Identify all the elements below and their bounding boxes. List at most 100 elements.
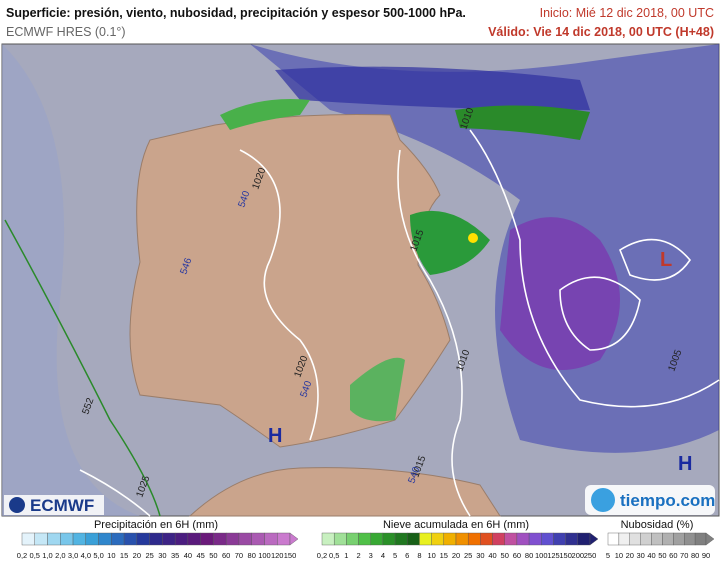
- legend-label: 2: [356, 551, 360, 560]
- legend-label: 5,0: [93, 551, 103, 560]
- legend-label: 80: [691, 551, 699, 560]
- legend-swatch: [34, 532, 48, 546]
- legend-label: 40: [647, 551, 655, 560]
- legend-label: 50: [501, 551, 509, 560]
- legend-label: 25: [145, 551, 153, 560]
- logo-ecmwf: ECMWF: [30, 496, 94, 515]
- legend-label: 250: [584, 551, 597, 560]
- legend-label: 3,0: [68, 551, 78, 560]
- legend-swatch: [565, 532, 579, 546]
- legend-swatch: [174, 532, 189, 546]
- legend-swatch: [419, 532, 432, 546]
- legend-label: 120: [271, 551, 284, 560]
- valid-time: Válido: Vie 14 dic 2018, 00 UTC (H+48): [488, 25, 714, 39]
- legend-swatch: [149, 532, 163, 546]
- legend-label: 40: [488, 551, 496, 560]
- legend-swatch: [98, 532, 112, 546]
- legend-label: 40: [184, 551, 192, 560]
- logo-bg: [585, 485, 715, 515]
- legend-label: 1,0: [42, 551, 52, 560]
- map: [1, 43, 720, 517]
- legend-swatch: [264, 532, 278, 546]
- legend-swatch: [162, 532, 176, 546]
- legend-label: 4: [381, 551, 385, 560]
- legend-swatch: [640, 532, 652, 546]
- legend-label: 80: [525, 551, 533, 560]
- legend-swatch: [47, 532, 61, 546]
- legend-label: 5: [393, 551, 397, 560]
- model: ECMWF HRES (0.1°): [6, 25, 126, 39]
- legend-label: 10: [427, 551, 435, 560]
- legend-label: 0,5: [329, 551, 339, 560]
- title: Superficie: presión, viento, nubosidad, …: [6, 6, 466, 20]
- legend-swatch: [443, 532, 457, 546]
- pressure-center: L: [660, 249, 672, 271]
- legend-label: 6: [405, 551, 409, 560]
- legend-swatch: [200, 532, 214, 546]
- legend-swatch: [528, 532, 542, 546]
- legend-swatch: [431, 532, 445, 546]
- legend-swatch: [85, 532, 99, 546]
- legend-label: 30: [476, 551, 484, 560]
- legend-label: 80: [248, 551, 256, 560]
- legend-label: 0,2: [317, 551, 327, 560]
- legend-label: 20: [626, 551, 634, 560]
- legend-label: 10: [107, 551, 115, 560]
- legend-swatch: [607, 532, 620, 546]
- legend-label: 4,0: [81, 551, 91, 560]
- legend-label: 60: [513, 551, 521, 560]
- legend-swatch: [382, 532, 396, 546]
- legend-swatch: [321, 532, 335, 546]
- legend-label: 0,5: [30, 551, 40, 560]
- legend-swatch: [577, 532, 591, 546]
- legend-swatch: [553, 532, 566, 546]
- legend-arrow: [289, 532, 299, 546]
- legend-label: 60: [669, 551, 677, 560]
- legend-label: 150: [284, 551, 297, 560]
- legend-label: 30: [636, 551, 644, 560]
- legend-arrow: [705, 532, 715, 546]
- legend-label: 10: [615, 551, 623, 560]
- legend-label: 150: [559, 551, 572, 560]
- legend-swatch: [346, 532, 359, 546]
- legend-label: 15: [120, 551, 128, 560]
- legend-label: 45: [196, 551, 204, 560]
- legend-swatch: [238, 532, 252, 546]
- legend-swatch: [504, 532, 518, 546]
- legend-swatch: [123, 532, 138, 546]
- legend-label: 100: [535, 551, 548, 560]
- legend-label: 0,2: [17, 551, 27, 560]
- legend-label: 60: [222, 551, 230, 560]
- legend-label: 5: [606, 551, 610, 560]
- logo-tiempo: tiempo.com: [620, 491, 715, 510]
- logo-icon: [9, 497, 25, 513]
- legend-title: Nieve acumulada en 6H (mm): [383, 519, 529, 531]
- legend-swatch: [277, 532, 291, 546]
- legend-swatch: [72, 532, 87, 546]
- iberia: [129, 113, 451, 448]
- legend-swatch: [673, 532, 685, 546]
- logo-icon: [591, 488, 615, 512]
- legend-swatch: [516, 532, 530, 546]
- legend-swatch: [358, 532, 371, 546]
- legend-label: 100: [258, 551, 271, 560]
- legend-label: 25: [464, 551, 472, 560]
- legend-label: 30: [158, 551, 166, 560]
- legend-arrow: [589, 532, 599, 546]
- logo-bg: [4, 495, 104, 515]
- legend-swatch: [407, 532, 420, 546]
- legend-label: 125: [547, 551, 560, 560]
- legend-swatch: [187, 532, 201, 546]
- legend-label: 3: [369, 551, 373, 560]
- legend-swatch: [541, 532, 554, 546]
- legend-swatch: [455, 532, 469, 546]
- legend-swatch: [60, 532, 74, 546]
- legend-swatch: [684, 532, 696, 546]
- legend-label: 2,0: [55, 551, 65, 560]
- legend-swatch: [225, 532, 240, 546]
- legend-label: 8: [417, 551, 421, 560]
- legend-label: 50: [209, 551, 217, 560]
- legend-swatch: [251, 532, 265, 546]
- legend-title: Nubosidad (%): [621, 519, 694, 531]
- legend-swatch: [467, 532, 481, 546]
